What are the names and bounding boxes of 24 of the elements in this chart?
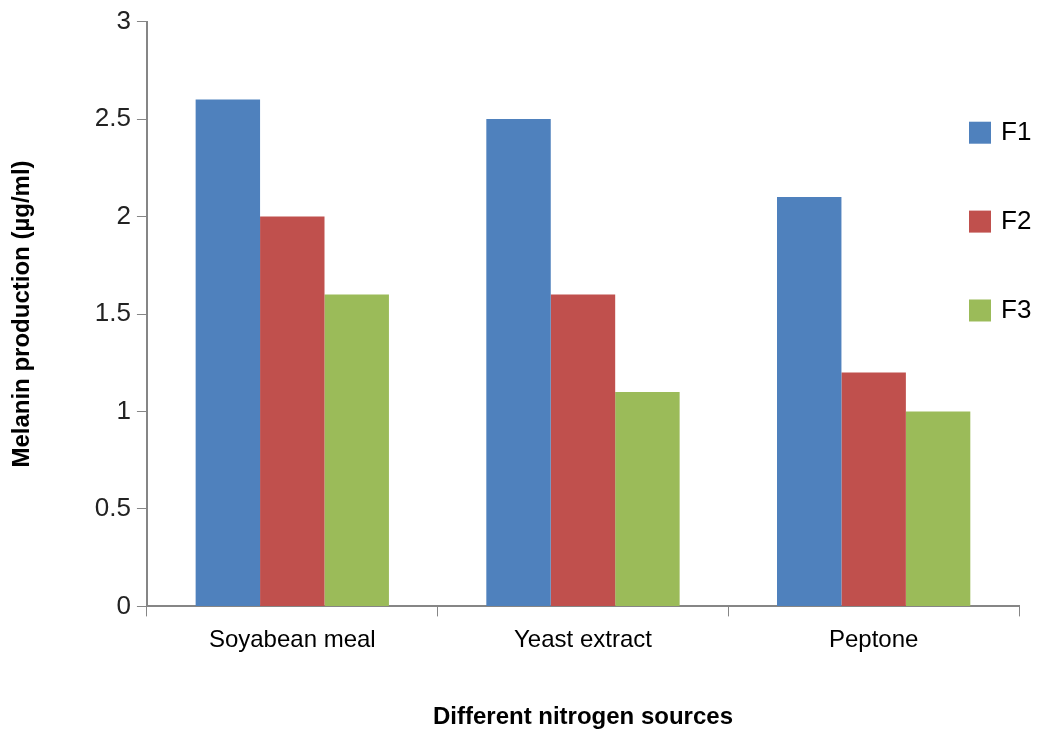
y-tick-label: 2 (116, 199, 131, 230)
x-tick-label: Soyabean meal (208, 625, 376, 653)
y-tick-label: 1.5 (94, 297, 131, 328)
bar (841, 372, 906, 606)
bar (260, 216, 325, 606)
y-tick-label: 0 (116, 589, 131, 620)
y-tick-label: 2.5 (94, 102, 131, 133)
bar (486, 119, 551, 606)
bar (615, 391, 680, 606)
bar (195, 99, 261, 606)
x-tick-label: Peptone (828, 625, 919, 653)
bar (324, 294, 389, 606)
y-tick-label: 1 (116, 394, 131, 425)
bar (905, 411, 971, 606)
y-tick-label: 0.5 (94, 492, 131, 523)
legend-label: F3 (1001, 293, 1032, 324)
legend-label: F1 (1001, 115, 1032, 146)
bar (777, 197, 842, 606)
y-axis-title: Melanin production (µg/ml) (7, 160, 35, 468)
x-axis-title: Different nitrogen sources (432, 702, 733, 730)
y-tick-label: 3 (116, 4, 131, 35)
x-tick-label: Yeast extract (514, 625, 653, 653)
legend-label: F2 (1001, 204, 1032, 235)
bar (550, 294, 616, 606)
